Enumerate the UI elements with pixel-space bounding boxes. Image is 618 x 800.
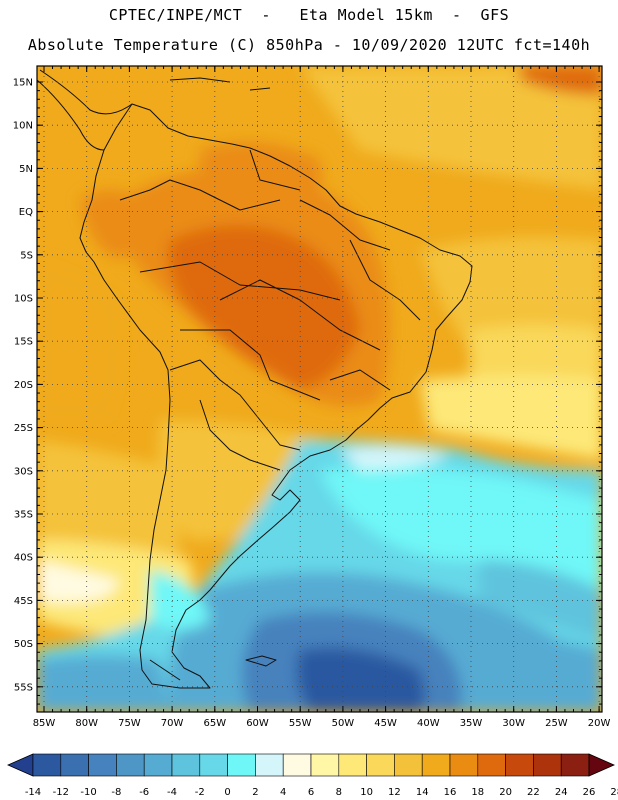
colorbar-arrow-right — [588, 753, 615, 777]
colorbar-label: 14 — [416, 787, 429, 798]
colorbar-label: 18 — [471, 787, 484, 798]
colorbar-label: -6 — [139, 787, 149, 798]
lon-label: 35W — [460, 718, 483, 729]
lon-label: 45W — [374, 718, 397, 729]
lat-label: 25S — [14, 423, 33, 434]
lat-label: 45S — [14, 596, 33, 607]
colorbar-label: -2 — [195, 787, 205, 798]
colorbar-label: 20 — [499, 787, 512, 798]
lon-label: 75W — [118, 718, 141, 729]
colorbar-swatch — [255, 753, 284, 777]
colorbar-label: -4 — [167, 787, 177, 798]
colorbar-swatch — [88, 753, 117, 777]
colorbar-swatch — [421, 753, 451, 777]
lon-label: 40W — [417, 718, 440, 729]
axis-ticks — [37, 66, 602, 712]
colorbar-swatch — [116, 753, 145, 777]
colorbar-swatch — [394, 753, 423, 777]
map-title: CPTEC/INPE/MCT - Eta Model 15km - GFS — [108, 6, 510, 24]
lon-label: 20W — [588, 718, 611, 729]
colorbar-label: -10 — [80, 787, 96, 798]
colorbar-swatch — [477, 753, 506, 777]
lat-label: 10S — [14, 294, 33, 305]
colorbar-label: 28 — [610, 787, 618, 798]
colorbar-swatch — [199, 753, 228, 777]
colorbar: -14 -12 -10 -8 -6 -4 -2 0 2 4 6 8 10 12 14 16 18 20 22 24 26… — [7, 753, 618, 798]
colorbar-swatch — [449, 753, 479, 777]
colorbar-label: 16 — [444, 787, 457, 798]
temperature-field — [37, 66, 602, 712]
colorbar-label: -12 — [53, 787, 69, 798]
lon-label: 80W — [75, 718, 98, 729]
colorbar-label: 0 — [224, 787, 230, 798]
lat-label: 30S — [14, 466, 33, 477]
lon-label: 25W — [545, 718, 568, 729]
south-america-coastline — [79, 103, 473, 689]
colorbar-swatch — [560, 753, 590, 777]
colorbar-label: -14 — [25, 787, 41, 798]
lon-label: 55W — [289, 718, 312, 729]
lat-label: 5S — [20, 250, 33, 261]
colorbar-label: 6 — [308, 787, 314, 798]
colorbar-swatch — [171, 753, 201, 777]
colorbar-swatch — [32, 753, 62, 777]
colorbar-label: -8 — [111, 787, 121, 798]
map-subtitle: Absolute Temperature (C) 850hPa - 10/09/… — [27, 36, 591, 54]
colorbar-label: 10 — [360, 787, 373, 798]
colorbar-swatch — [505, 753, 534, 777]
lat-label: 20S — [14, 380, 33, 391]
colorbar-arrow-left — [7, 753, 34, 777]
map-frame — [36, 65, 603, 713]
colorbar-swatch — [338, 753, 367, 777]
lat-label: 15N — [13, 78, 33, 89]
lon-label: 60W — [246, 718, 269, 729]
colorbar-swatch — [282, 753, 312, 777]
lat-label: 15S — [14, 337, 33, 348]
colorbar-swatch — [227, 753, 256, 777]
lat-label: 55S — [14, 682, 33, 693]
coastlines — [37, 69, 473, 689]
lat-label: 35S — [14, 510, 33, 521]
lat-label: 10N — [13, 121, 33, 132]
colorbar-label: 12 — [388, 787, 401, 798]
lat-label: EQ — [19, 207, 33, 218]
lat-label: 5N — [19, 164, 33, 175]
lon-label: 30W — [502, 718, 525, 729]
colorbar-swatch — [366, 753, 395, 777]
colorbar-swatch — [533, 753, 562, 777]
colorbar-label: 4 — [280, 787, 286, 798]
lat-label: 40S — [14, 553, 33, 564]
lon-label: 50W — [332, 718, 355, 729]
lon-label: 70W — [161, 718, 184, 729]
graticule — [37, 66, 602, 712]
lon-label: 85W — [33, 718, 56, 729]
colorbar-label: 26 — [583, 787, 596, 798]
colorbar-label: 2 — [252, 787, 258, 798]
axis-labels: 15N 10N 5N EQ 5S 10S 15S 20S 25S 30S 35S 40S 45S 50S 5… — [13, 78, 611, 730]
colorbar-label: 22 — [527, 787, 540, 798]
colorbar-swatch — [310, 753, 340, 777]
colorbar-swatch — [143, 753, 173, 777]
lat-label: 50S — [14, 639, 33, 650]
colorbar-swatch — [60, 753, 89, 777]
colorbar-label: 8 — [336, 787, 342, 798]
colorbar-label: 24 — [555, 787, 568, 798]
lon-label: 65W — [203, 718, 226, 729]
